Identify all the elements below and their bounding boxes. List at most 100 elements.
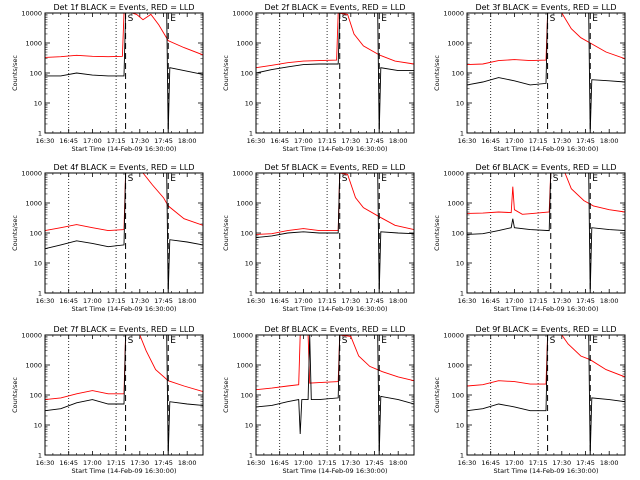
interval-marker-label: E [381,336,387,346]
x-tick-label: 17:45 [365,459,384,467]
x-tick-label: 16:45 [270,297,289,305]
y-tick-label: 100 [30,392,42,400]
y-tick-label: 10000 [21,332,42,340]
interval-marker-label: E [592,336,598,346]
lld-series-line [467,335,625,387]
x-tick-label: 18:00 [389,459,408,467]
y-tick-label: 100 [452,392,464,400]
x-tick-label: 18:00 [600,459,619,467]
y-tick-label: 10000 [21,10,42,18]
x-tick-label: 17:15 [529,137,548,145]
x-tick-label: 16:45 [59,137,78,145]
x-tick-label: 18:00 [178,459,197,467]
panel-title: Det 9f BLACK = Events, RED = LLD [475,325,616,334]
x-tick-label: 16:45 [481,297,500,305]
x-tick-label: 17:45 [154,297,173,305]
x-tick-label: 17:00 [83,459,102,467]
x-tick-label: 17:30 [130,459,149,467]
x-tick-label: 17:15 [107,297,126,305]
y-tick-label: 10 [456,100,464,108]
y-tick-label: 10000 [21,170,42,178]
plot-frame [466,12,626,134]
x-axis-label: Start Time (14-Feb-09 16:30:00) [72,305,177,313]
interval-marker-label: S [342,174,348,184]
y-axis-label: Counts/sec [433,377,441,413]
x-tick-label: 16:30 [247,459,266,467]
x-tick-label: 17:00 [294,459,313,467]
panel-title: Det 4f BLACK = Events, RED = LLD [53,163,194,172]
interval-marker-label: S [128,14,134,24]
plot-frame [466,334,626,456]
lld-series-line [45,13,203,58]
x-tick-label: 17:00 [505,297,524,305]
y-tick-label: 10 [456,260,464,268]
x-tick-label: 17:30 [341,297,360,305]
y-tick-label: 10 [34,100,42,108]
interval-marker-label: S [128,174,134,184]
y-axis-label: Counts/sec [11,55,19,91]
y-tick-label: 10000 [232,332,253,340]
y-tick-label: 1000 [25,40,42,48]
x-tick-label: 16:30 [458,297,477,305]
plot-frame [44,12,204,134]
x-tick-label: 16:30 [247,297,266,305]
y-tick-label: 1 [38,130,42,138]
y-tick-label: 100 [241,392,253,400]
y-tick-label: 10000 [232,170,253,178]
y-tick-label: 10 [245,100,253,108]
y-tick-label: 100 [241,230,253,238]
y-tick-label: 1000 [236,200,253,208]
y-tick-label: 100 [452,230,464,238]
x-tick-label: 18:00 [600,137,619,145]
events-series-line [467,13,625,133]
x-tick-label: 18:00 [389,297,408,305]
interval-marker-label: E [592,14,598,24]
x-tick-label: 16:30 [36,137,55,145]
interval-marker-label: S [342,14,348,24]
interval-marker-label: S [550,14,556,24]
panel: Det 4f BLACK = Events, RED = LLD 16:30 16:… [11,163,204,313]
y-tick-label: 1 [460,452,464,460]
x-axis-label: Start Time (14-Feb-09 16:30:00) [72,467,177,475]
y-tick-label: 10000 [443,170,464,178]
y-tick-label: 100 [452,70,464,78]
x-tick-label: 17:00 [505,137,524,145]
y-tick-label: 100 [30,230,42,238]
y-tick-label: 1000 [447,362,464,370]
interval-marker-label: E [170,174,176,184]
x-axis-label: Start Time (14-Feb-09 16:30:00) [283,145,388,153]
y-tick-label: 1 [249,290,253,298]
panel-title: Det 5f BLACK = Events, RED = LLD [264,163,405,172]
y-tick-label: 100 [30,70,42,78]
y-tick-label: 1 [460,130,464,138]
x-tick-label: 17:30 [341,137,360,145]
events-series-line [256,173,414,293]
x-tick-label: 17:00 [505,459,524,467]
y-tick-label: 1000 [447,200,464,208]
x-tick-label: 17:45 [576,459,595,467]
x-tick-label: 17:15 [529,459,548,467]
x-tick-label: 17:45 [154,137,173,145]
y-tick-label: 1 [38,452,42,460]
y-tick-label: 1000 [236,362,253,370]
plot-frame [255,172,415,294]
x-tick-label: 17:30 [552,297,571,305]
plot-frame [255,334,415,456]
plot-frame [44,334,204,456]
x-tick-label: 16:30 [458,459,477,467]
x-tick-label: 17:45 [576,297,595,305]
events-series-line [45,173,203,293]
x-axis-label: Start Time (14-Feb-09 16:30:00) [494,467,599,475]
x-tick-label: 17:15 [318,459,337,467]
x-tick-label: 17:00 [294,297,313,305]
x-tick-label: 17:30 [552,459,571,467]
panel: Det 3f BLACK = Events, RED = LLD 16:30 16:… [433,3,626,153]
interval-marker-label: E [381,14,387,24]
interval-marker-label: S [553,174,559,184]
x-tick-label: 17:45 [154,459,173,467]
y-axis-label: Counts/sec [222,377,230,413]
panel-title: Det 6f BLACK = Events, RED = LLD [475,163,616,172]
interval-marker-label: E [592,174,598,184]
x-tick-label: 16:30 [247,137,266,145]
y-tick-label: 1000 [236,40,253,48]
